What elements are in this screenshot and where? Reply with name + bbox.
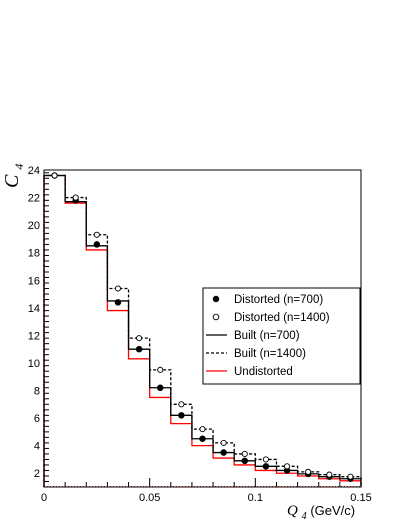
y-tick-label: 24 [28,165,40,177]
legend-label: Undistorted [234,366,293,378]
marker-distorted-700-4 [135,345,143,353]
legend-label: Distorted (n=1400) [234,312,330,324]
legend-label: Built (n=1400) [234,348,306,360]
y-tick-label: 4 [34,441,40,453]
legend-marker [212,295,220,303]
marker-distorted-1400-2 [93,231,100,238]
marker-distorted-1400-5 [157,366,164,373]
y-axis-title-symbol: C [1,174,23,188]
marker-distorted-700-2 [93,241,101,248]
x-axis-title-subscript: 4 [302,511,307,522]
y-axis-title: C 4 [1,164,26,188]
marker-distorted-700-3 [114,299,122,306]
marker-distorted-1400-6 [178,401,185,408]
marker-distorted-1400-3 [114,285,122,292]
x-axis-title-symbol: Q [287,503,298,519]
marker-distorted-1400-10 [262,456,269,463]
marker-distorted-1400-14 [347,473,354,480]
y-tick-label: 6 [34,413,40,425]
marker-distorted-1400-0 [51,172,58,179]
y-tick-label: 8 [34,386,40,398]
legend-box [202,287,361,385]
y-tick-label: 18 [28,248,40,260]
y-tick-label: 14 [28,303,40,315]
marker-distorted-1400-1 [72,194,79,201]
y-tick-label: 22 [28,193,40,205]
marker-distorted-700-9 [241,457,249,465]
plot-area [43,172,362,487]
x-tick-label: 0.15 [350,492,371,504]
marker-distorted-700-7 [199,435,206,443]
marker-distorted-1400-12 [305,468,312,475]
marker-distorted-700-5 [156,384,164,392]
y-tick-label: 12 [28,330,40,342]
legend: Distorted (n=700) Distorted (n=1400) Built… [202,287,361,385]
y-tick-label: 16 [28,275,40,287]
x-axis: 0 0.05 0.1 0.15 [41,478,372,504]
marker-distorted-1400-8 [220,439,227,446]
y-axis-title-subscript: 4 [12,164,26,170]
marker-distorted-700-8 [220,449,227,456]
marker-distorted-1400-9 [241,450,248,457]
series-built-n-1400 [43,174,362,487]
y-tick-label: 10 [28,358,40,370]
marker-distorted-1400-4 [136,335,143,342]
marker-distorted-700-6 [178,412,185,419]
x-tick-label: 0.1 [248,492,263,504]
marker-distorted-1400-11 [283,463,291,470]
x-tick-label: 0.05 [139,492,160,504]
x-tick-label: 0 [41,492,47,504]
marker-distorted-700-10 [262,463,270,470]
legend-label: Distorted (n=700) [234,294,323,306]
marker-distorted-1400-13 [326,471,333,478]
x-axis-title: Q 4 (GeV/c) [287,503,355,523]
plot-frame [43,169,362,488]
y-tick-label: 20 [28,220,40,232]
legend-marker [212,313,220,321]
series-undistorted [43,174,362,487]
marker-distorted-1400-7 [199,426,206,433]
x-axis-title-unit: (GeV/c) [310,503,355,518]
y-tick-label: 2 [34,468,40,480]
legend-label: Built (n=700) [234,330,300,342]
